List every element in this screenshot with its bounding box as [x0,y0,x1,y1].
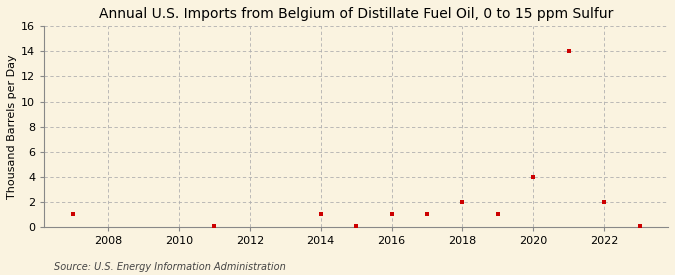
Point [351,224,362,229]
Point [564,49,574,54]
Point [599,200,610,204]
Y-axis label: Thousand Barrels per Day: Thousand Barrels per Day [7,54,17,199]
Title: Annual U.S. Imports from Belgium of Distillate Fuel Oil, 0 to 15 ppm Sulfur: Annual U.S. Imports from Belgium of Dist… [99,7,614,21]
Text: Source: U.S. Energy Information Administration: Source: U.S. Energy Information Administ… [54,262,286,272]
Point [422,212,433,217]
Point [315,212,326,217]
Point [386,212,397,217]
Point [528,175,539,179]
Point [457,200,468,204]
Point [493,212,504,217]
Point [634,224,645,229]
Point [209,224,220,229]
Point [68,212,78,217]
